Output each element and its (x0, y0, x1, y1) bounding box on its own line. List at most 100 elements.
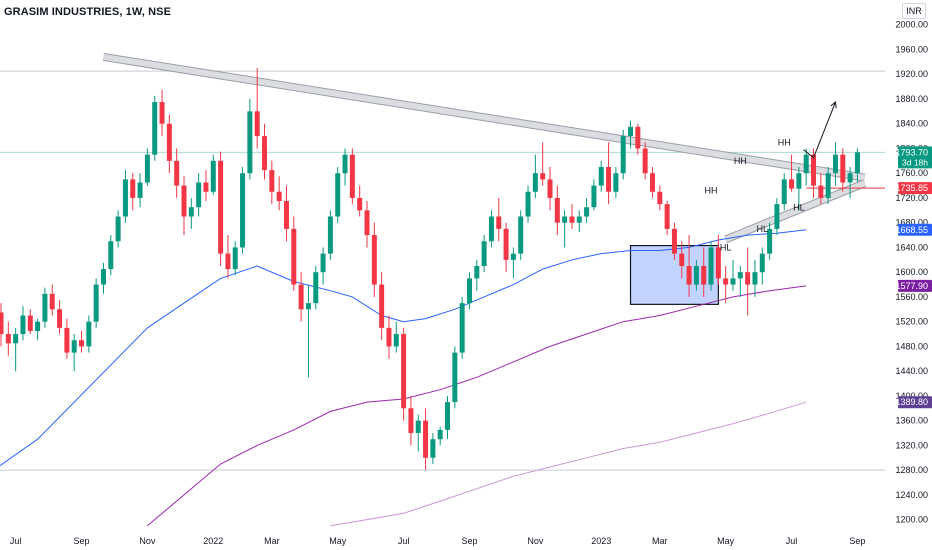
candle-body (840, 154, 846, 183)
price-tick-label: 1680.00 (895, 218, 928, 228)
candle (327, 210, 333, 260)
candle-body (811, 154, 817, 186)
candle (298, 272, 304, 322)
candle-body (620, 136, 626, 174)
candle (262, 123, 268, 180)
candle-body (613, 173, 619, 192)
candle (0, 303, 4, 347)
candle-body (166, 123, 172, 161)
candle (35, 318, 41, 341)
candle (532, 154, 538, 198)
candle (57, 300, 63, 335)
candle-body (752, 272, 758, 285)
candle (693, 259, 699, 291)
candle (620, 129, 626, 180)
candle-body (437, 429, 443, 440)
candle (547, 167, 553, 211)
candle-body (401, 334, 407, 409)
candle (569, 204, 575, 229)
candle (269, 160, 275, 205)
price-label: 1389.80 (895, 396, 932, 409)
candle (159, 89, 165, 137)
candle-body (540, 173, 546, 180)
candle-body (759, 253, 765, 273)
candle-body (262, 136, 268, 171)
candle-body (649, 173, 655, 192)
candle-body (225, 253, 231, 270)
price-label-text: 1389.80 (895, 397, 928, 407)
candle-body (408, 408, 414, 434)
candle-body (415, 420, 421, 434)
candle (357, 185, 363, 217)
price-label-countdown: 3d 18h (902, 157, 928, 167)
candle (313, 266, 319, 310)
candle (20, 306, 26, 341)
candle (474, 259, 480, 291)
moving-average-2 (147, 285, 807, 527)
candle (635, 123, 641, 155)
candle-body (664, 204, 670, 229)
candle-body (745, 272, 751, 285)
candle-body (35, 321, 41, 331)
candle-body (386, 327, 392, 347)
candle (232, 241, 238, 276)
candle-body (554, 197, 560, 223)
candle-body (64, 327, 70, 353)
candle (657, 185, 663, 211)
candle-body (79, 340, 85, 347)
candle-body (452, 352, 458, 403)
candle (745, 247, 751, 316)
candle (445, 395, 451, 440)
time-tick-label: Jul (786, 536, 798, 546)
candle (496, 197, 502, 242)
candle (174, 148, 180, 198)
price-axis: 1200.00 1240.00 1280.00 1320.00 1360.00 1400.… (895, 20, 932, 525)
candle (181, 176, 187, 236)
candle (510, 247, 516, 279)
candle-body (86, 321, 92, 347)
candle (576, 210, 582, 232)
candle-body (591, 185, 597, 208)
candle-body (825, 173, 831, 198)
candle (584, 197, 590, 223)
candle (42, 287, 48, 328)
candle-body (781, 179, 787, 205)
candle-body (130, 179, 136, 198)
candle (130, 173, 136, 211)
candle-body (181, 185, 187, 217)
candle (759, 247, 765, 285)
candle-body (569, 216, 575, 223)
candle-body (671, 228, 677, 254)
candle-body (503, 228, 509, 260)
candle-body (562, 216, 568, 223)
candle (79, 330, 85, 353)
candle-body (342, 154, 348, 174)
candle-body (430, 439, 436, 458)
candle-body (803, 154, 809, 174)
candle (430, 433, 436, 464)
candle-body (0, 312, 4, 335)
candle-body (188, 207, 194, 217)
candle (93, 278, 99, 328)
candle-body (642, 148, 648, 174)
candle-body (71, 340, 77, 353)
candle (854, 148, 860, 183)
time-tick-label: 2023 (591, 536, 611, 546)
candle (305, 284, 311, 378)
currency-button[interactable]: INR (902, 3, 926, 19)
candle-body (144, 154, 150, 183)
candle-body (5, 334, 11, 344)
candle (247, 98, 253, 180)
candle-body (832, 154, 838, 174)
price-label-text: 1577.90 (895, 281, 928, 291)
price-label: 1577.90 (895, 279, 932, 292)
price-tick-label: 1440.00 (895, 366, 928, 376)
candle-body (488, 216, 494, 242)
candle-body (57, 309, 63, 328)
candle-body (576, 216, 582, 223)
candle (789, 154, 795, 192)
price-tick-label: 1480.00 (895, 341, 928, 351)
candle-body (335, 173, 341, 217)
candle-body (13, 334, 19, 344)
